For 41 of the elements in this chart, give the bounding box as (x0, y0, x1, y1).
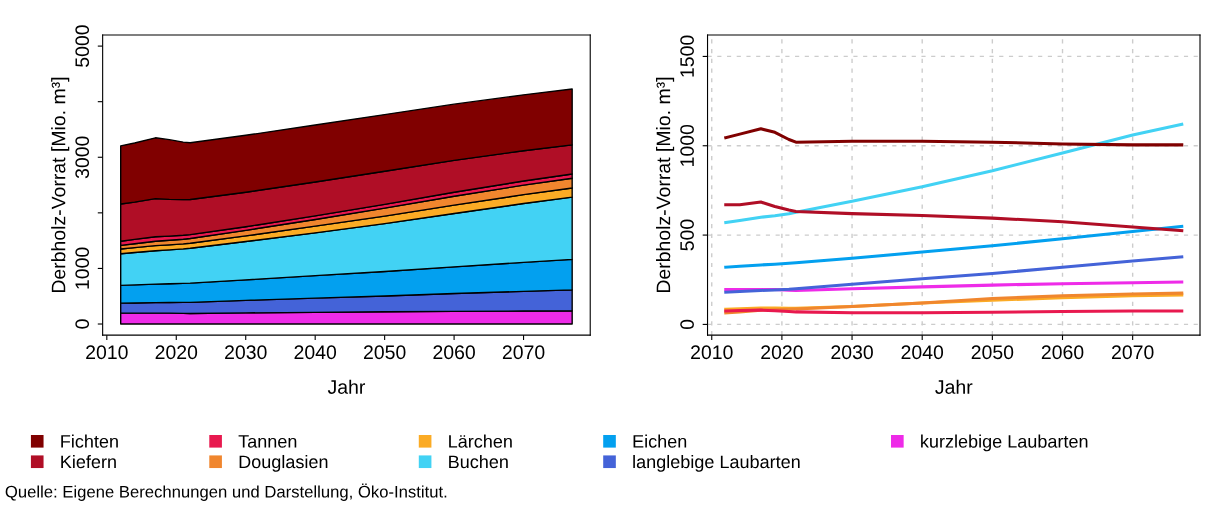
x-tick-label: 2030 (225, 345, 267, 360)
line-series (724, 255, 1184, 294)
line-series (724, 200, 1184, 233)
legend-label: kurzlebige Laubarten (921, 434, 1088, 452)
y-tick-label: 5000 (75, 25, 90, 67)
line-series (724, 122, 1184, 225)
y-tick-label: 0 (75, 319, 90, 329)
legend-label: Lärchen (449, 434, 512, 448)
y-tick-label: 3000 (75, 136, 90, 179)
x-tick-label: 2050 (363, 345, 406, 360)
x-tick-label: 2040 (294, 345, 337, 360)
source-note: Quelle: Eigene Berechnungen und Darstellung, Öko-Institut. (5, 483, 447, 501)
legend-label: langlebige Laubarten (633, 454, 800, 472)
legend-label: Douglasien (239, 454, 328, 472)
x-tick-label: 2010 (691, 345, 733, 360)
y-tick-label: 1000 (75, 247, 90, 289)
x-tick-label: 2010 (86, 345, 128, 360)
x-tick-label: 2060 (433, 345, 475, 360)
x-tick-label: 2050 (971, 345, 1014, 360)
y-tick-label: 1500 (680, 35, 694, 77)
x-axis-title: Jahr (327, 379, 366, 394)
x-tick-label: 2070 (502, 345, 545, 360)
legend-label: Eichen (633, 434, 687, 448)
y-tick-label: 1000 (680, 124, 694, 166)
x-tick-label: 2040 (901, 345, 944, 360)
legend-label: Tannen (238, 435, 297, 448)
legend-label: Buchen (449, 454, 508, 469)
x-tick-label: 2070 (1112, 345, 1154, 360)
x-tick-label: 2020 (761, 345, 803, 360)
x-tick-label: 2060 (1041, 345, 1084, 360)
x-axis-title: Jahr (935, 379, 973, 394)
x-tick-label: 2030 (831, 345, 873, 360)
legend-label: Fichten (61, 434, 118, 448)
y-axis-title: Derbholz-Vorrat [Mio. m³] (51, 77, 70, 293)
x-tick-label: 2020 (155, 345, 198, 360)
line-series (724, 127, 1184, 147)
y-axis-title: Derbholz-Vorrat [Mio. m³] (656, 77, 675, 293)
y-tick-label: 500 (680, 219, 694, 251)
line-series (724, 224, 1184, 269)
legend-label: Kiefern (61, 454, 116, 469)
y-tick-label: 0 (680, 319, 694, 330)
